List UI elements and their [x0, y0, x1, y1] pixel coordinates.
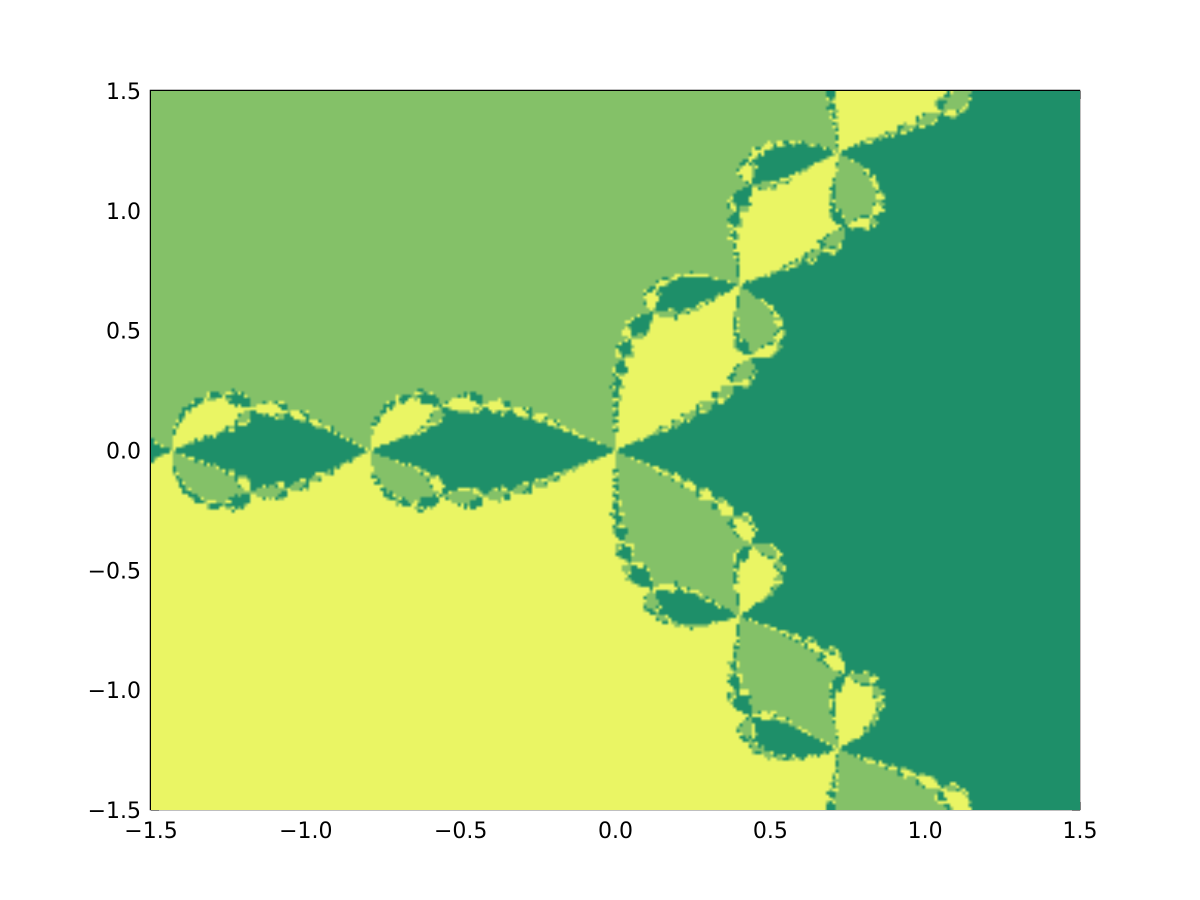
x-tick-label: −1.5 [124, 819, 177, 844]
x-tick-label: 1.0 [908, 819, 943, 844]
y-tick-label: 1.5 [106, 80, 141, 105]
x-tick-label: −0.5 [434, 819, 487, 844]
x-tick-label: 1.5 [1063, 819, 1098, 844]
fractal-heatmap [151, 91, 1080, 810]
y-tick-label: −1.5 [88, 799, 141, 824]
x-tick-label: 0.0 [598, 819, 633, 844]
y-tick-label: 0.0 [106, 440, 141, 465]
y-tick-label: 1.0 [106, 200, 141, 225]
y-tick-label: −0.5 [88, 559, 141, 584]
y-tick-label: 0.5 [106, 320, 141, 345]
tick-labels: −1.5 −1.0 −0.5 0.0 0.5 1.0 1.5 1.5 1.0 0.5 0.0 −0.5… [88, 80, 1098, 844]
x-tick-label: −1.0 [279, 819, 332, 844]
x-tick-label: 0.5 [753, 819, 788, 844]
y-tick-label: −1.0 [88, 679, 141, 704]
